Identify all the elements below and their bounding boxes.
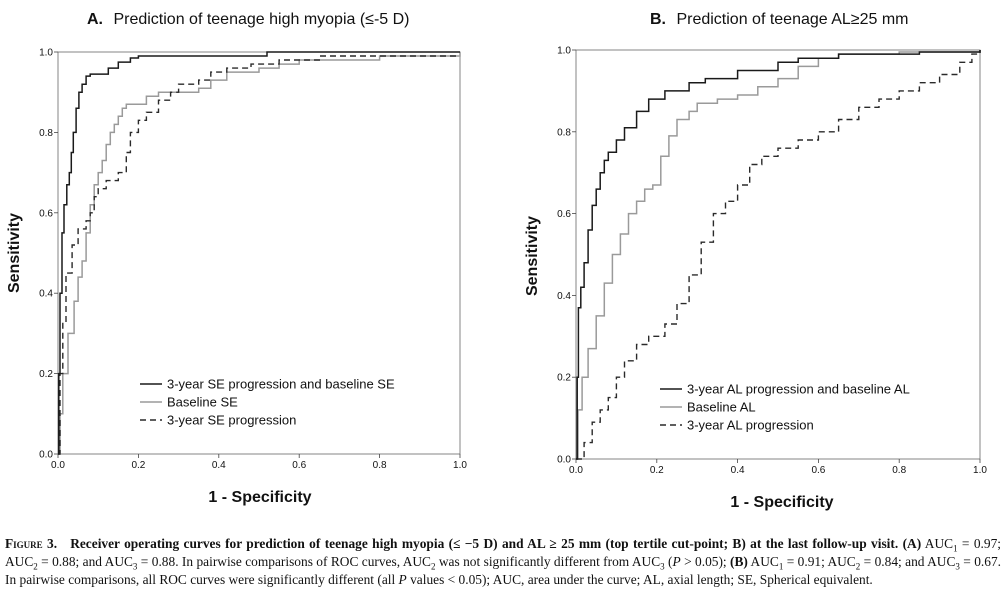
roc-figure: A. Prediction of teenage high myopia (≤-… [6,11,987,511]
y-tick-label: 0.0 [557,455,571,466]
panel-a-title-text: Prediction of teenage high myopia (≤-5 D… [113,11,409,28]
caption-sub: 2 [855,561,861,572]
roc-series-line-2 [576,50,981,460]
y-tick-label: 0.6 [557,209,571,220]
panel-a-letter: A. [87,11,103,28]
y-tick-label: 1.0 [39,48,53,59]
caption-sub: 1 [778,561,784,572]
y-tick-label: 0.4 [39,289,53,300]
caption-b-text-3: = 0.84; and AUC [860,554,956,569]
caption-b-text-1: AUC [747,554,779,569]
x-tick-label: 0.8 [892,465,906,476]
x-tick-label: 0.0 [51,460,65,471]
x-tick-label: 0.6 [811,465,825,476]
caption-a-text-5: was not significantly different from AUC [435,554,661,569]
caption-sub: 2 [33,561,38,572]
x-tick-label: 0.6 [292,460,306,471]
caption-sub: 3 [132,561,138,572]
panel-b-x-axis-label: 1 - Specificity [730,494,833,511]
roc-series-line-1 [576,50,981,460]
panel-a-legend: 3-year SE progression and baseline SE Bas… [140,377,395,428]
panel-a-series [58,51,461,455]
legend-label: 3-year AL progression and baseline AL [687,382,910,397]
y-tick-label: 0.0 [39,450,53,461]
panel-b-letter: B. [650,11,666,28]
caption-b-text-5: values < 0.05); AUC, area under the curv… [406,572,873,587]
panel-a-ticks: 0.0 0.2 0.4 0.6 0.8 1.0 0.0 0.2 0.4 0.6 0.8 1.0 [39,48,467,472]
caption-a-text-4: = 0.88. In pairwise comparisons of ROC c… [137,554,431,569]
caption-b-text-4: = 0.67. In pairwise comparisons, all ROC… [5,554,1002,587]
x-tick-label: 1.0 [973,465,987,476]
caption-sub: 2 [431,561,436,572]
x-tick-label: 0.0 [569,465,583,476]
caption-a-text-3: = 0.88; and AUC [37,554,133,569]
caption-title: Receiver operating curves for prediction… [70,536,899,551]
x-tick-label: 0.2 [131,460,145,471]
panel-a-x-axis-label: 1 - Specificity [208,489,311,506]
panel-a-y-axis-label: Sensitivity [6,213,23,293]
x-tick-label: 0.2 [650,465,664,476]
y-tick-label: 0.6 [39,208,53,219]
y-tick-label: 0.2 [557,373,571,384]
x-tick-label: 0.4 [212,460,226,471]
roc-series-line-2 [58,55,460,455]
y-tick-label: 1.0 [557,46,571,57]
y-tick-label: 0.8 [39,128,53,139]
caption-p-symbol: P [672,554,681,569]
legend-label: Baseline AL [687,400,756,415]
panel-b-title-text: Prediction of teenage AL≥25 mm [676,11,908,28]
caption-p-symbol: P [398,572,407,587]
y-tick-label: 0.8 [557,127,571,138]
panel-a-plot-frame [57,51,461,455]
caption-a-label: (A) [902,536,922,551]
panel-b-roc-chart: B. Prediction of teenage AL≥25 mm Sensit… [524,11,987,511]
x-tick-label: 0.4 [731,465,745,476]
caption-b-text-2: = 0.91; AUC [783,554,856,569]
caption-a-text-1: AUC [921,536,954,551]
panel-b-series [576,50,981,460]
caption-b-label: (B) [730,554,748,569]
panel-b-ticks: 0.0 0.2 0.4 0.6 0.8 1.0 0.0 0.2 0.4 0.6 0.8 1.0 [557,46,987,477]
caption-a-text-2: = 0.97; AUC [5,536,1001,569]
legend-label: 3-year SE progression and baseline SE [167,377,395,392]
panel-b-title: B. Prediction of teenage AL≥25 mm [650,11,908,28]
roc-series-line-0 [576,50,981,460]
caption-sub: 3 [660,561,665,572]
caption-a-text-6: ( [664,554,673,569]
caption-sub: 1 [953,543,958,554]
legend-label: 3-year AL progression [687,418,814,433]
figure-caption: Figure 3. Receiver operating curves for … [5,535,1001,589]
panel-b-y-axis-label: Sensitivity [524,216,541,296]
caption-sub: 3 [955,561,960,572]
panel-b-plot-frame [575,49,981,460]
panel-b-legend: 3-year AL progression and baseline AL Bas… [660,382,910,433]
x-tick-label: 1.0 [453,460,467,471]
caption-a-text-7: > 0.05); [680,554,731,569]
y-tick-label: 0.2 [39,369,53,380]
legend-label: Baseline SE [167,395,238,410]
panel-a-roc-chart: A. Prediction of teenage high myopia (≤-… [6,11,467,506]
x-tick-label: 0.8 [373,460,387,471]
roc-series-line-0 [58,51,460,455]
roc-series-line-1 [58,52,461,455]
y-tick-label: 0.4 [557,291,571,302]
legend-label: 3-year SE progression [167,413,296,428]
panel-a-title: A. Prediction of teenage high myopia (≤-… [87,11,410,28]
caption-figure-label: Figure 3. [5,536,58,551]
